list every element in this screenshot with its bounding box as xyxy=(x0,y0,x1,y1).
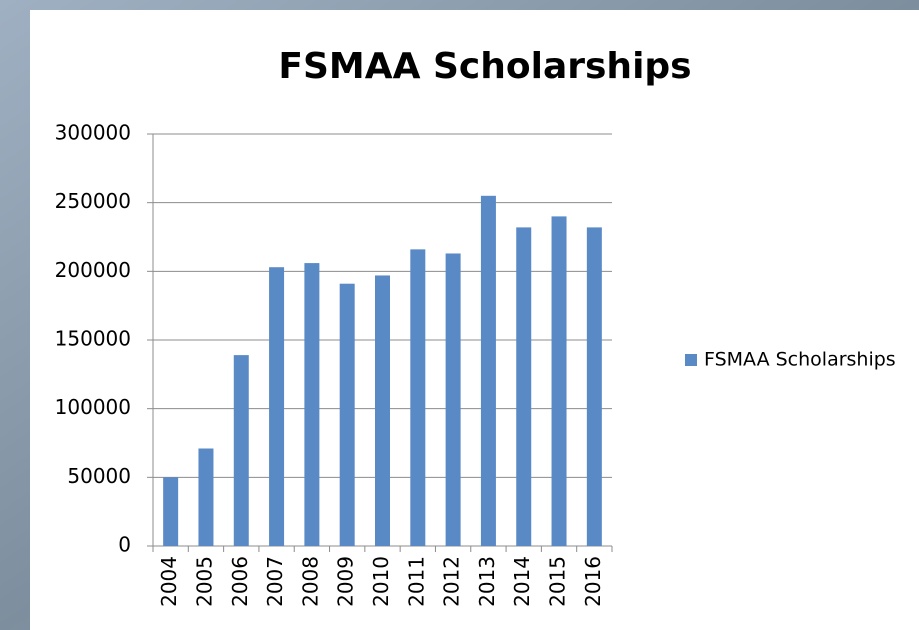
x-tick-label: 2009 xyxy=(334,556,358,607)
chart-title: FSMAA Scholarships xyxy=(278,46,691,87)
y-tick-label: 300000 xyxy=(55,121,131,145)
y-tick-label: 50000 xyxy=(67,464,131,488)
bar xyxy=(269,267,284,546)
x-tick-label: 2010 xyxy=(369,556,393,607)
x-tick-label: 2007 xyxy=(263,556,287,607)
x-tick-label: 2014 xyxy=(510,556,534,607)
x-tick-label: 2013 xyxy=(475,556,499,607)
x-tick-label: 2015 xyxy=(546,556,570,607)
bar xyxy=(446,253,461,546)
bar xyxy=(234,355,249,546)
x-tick-label: 2006 xyxy=(228,556,252,607)
x-tick-label: 2008 xyxy=(298,556,322,607)
legend-label: FSMAA Scholarships xyxy=(704,349,896,371)
x-tick-label: 2011 xyxy=(404,556,428,607)
bar xyxy=(481,196,496,546)
x-tick-label: 2005 xyxy=(192,556,216,607)
legend-swatch xyxy=(685,354,697,366)
bar xyxy=(552,216,567,546)
bar xyxy=(163,477,178,546)
bar xyxy=(375,275,390,546)
screenshot: FSMAA Scholarships 0 50000 100000 150000 200… xyxy=(0,0,919,630)
x-tick-label: 2016 xyxy=(581,556,605,607)
bar xyxy=(516,227,531,546)
y-tick-label: 200000 xyxy=(55,258,131,282)
bar xyxy=(198,448,213,546)
bar xyxy=(340,284,355,546)
y-tick-label: 100000 xyxy=(55,395,131,419)
y-tick-label: 150000 xyxy=(55,327,131,351)
bar xyxy=(587,227,602,546)
y-tick-label: 0 xyxy=(118,533,131,557)
x-tick-label: 2004 xyxy=(157,556,181,607)
bar xyxy=(304,263,319,546)
bar xyxy=(410,249,425,546)
y-tick-label: 250000 xyxy=(55,189,131,213)
x-tick-label: 2012 xyxy=(440,556,464,607)
